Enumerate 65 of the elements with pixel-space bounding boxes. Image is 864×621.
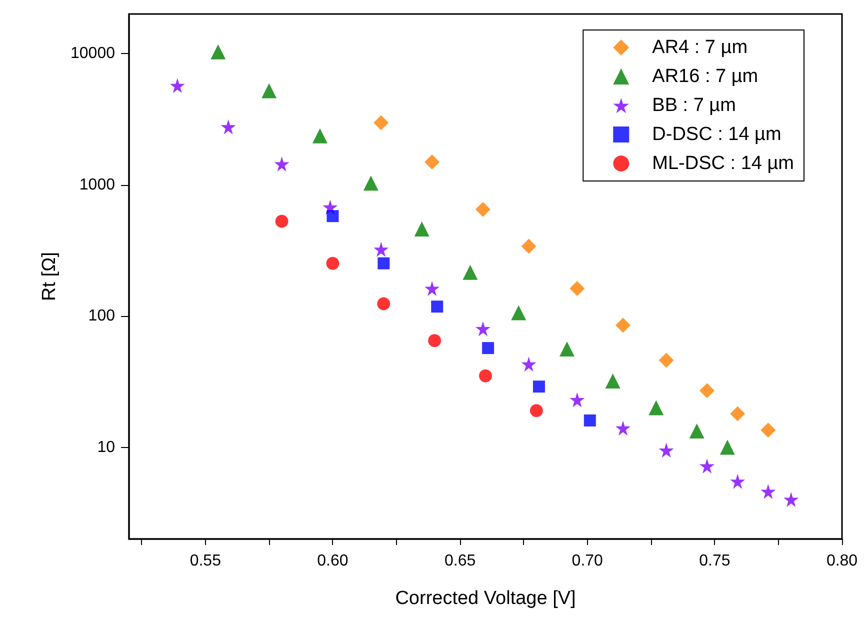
point bbox=[210, 44, 226, 60]
point bbox=[479, 369, 492, 382]
point bbox=[262, 83, 277, 98]
point bbox=[475, 202, 490, 217]
point bbox=[530, 404, 543, 418]
point bbox=[616, 420, 631, 436]
legend-label: BB : 7 µm bbox=[652, 95, 736, 116]
point bbox=[605, 373, 620, 388]
point bbox=[363, 176, 378, 191]
point bbox=[378, 257, 390, 270]
point bbox=[326, 210, 339, 222]
point bbox=[784, 492, 799, 507]
point bbox=[730, 406, 746, 422]
point bbox=[374, 115, 389, 130]
point bbox=[424, 154, 440, 170]
point bbox=[521, 238, 536, 254]
point bbox=[658, 352, 674, 368]
point bbox=[275, 214, 288, 228]
y-tick-label: 10 bbox=[97, 438, 116, 456]
x-tick-label: 0.55 bbox=[190, 552, 222, 570]
text: 0.70 bbox=[572, 552, 603, 570]
legend-label: D-DSC : 14 µm bbox=[652, 124, 782, 145]
point bbox=[700, 383, 715, 398]
legend-label: ML-DSC : 14 µm bbox=[652, 153, 794, 174]
point bbox=[648, 400, 664, 416]
point bbox=[760, 422, 776, 438]
x-tick-label: 0.75 bbox=[699, 552, 730, 570]
x-tick-label: 0.65 bbox=[444, 552, 476, 570]
y-tick-label: 1000 bbox=[79, 176, 116, 194]
point bbox=[584, 414, 596, 426]
x-axis-title: Corrected Voltage [V] bbox=[395, 588, 576, 609]
point bbox=[326, 256, 340, 270]
point bbox=[700, 458, 715, 474]
point bbox=[658, 442, 674, 458]
point bbox=[475, 321, 490, 336]
point bbox=[532, 380, 545, 393]
point bbox=[220, 119, 236, 134]
point bbox=[521, 356, 536, 372]
y-tick-label: 100 bbox=[88, 308, 116, 325]
point bbox=[274, 156, 290, 172]
point bbox=[730, 474, 746, 489]
point bbox=[431, 300, 444, 313]
text: 0.60 bbox=[317, 552, 348, 570]
point bbox=[616, 318, 631, 333]
point bbox=[559, 342, 574, 357]
legend-label: AR4 : 7 µm bbox=[652, 37, 748, 58]
point bbox=[377, 297, 390, 310]
point bbox=[462, 264, 478, 280]
point bbox=[720, 440, 735, 455]
y-axis-title: Rt [Ω] bbox=[39, 252, 60, 302]
point bbox=[170, 78, 185, 94]
point bbox=[689, 424, 704, 439]
point bbox=[312, 128, 328, 144]
point bbox=[414, 222, 430, 237]
text: 0.80 bbox=[826, 552, 858, 570]
point bbox=[570, 281, 585, 296]
point bbox=[570, 392, 585, 408]
point bbox=[482, 342, 494, 354]
point bbox=[424, 281, 440, 296]
y-tick-label: 10000 bbox=[70, 45, 116, 62]
point bbox=[374, 242, 389, 257]
point bbox=[511, 305, 526, 320]
point bbox=[760, 484, 776, 500]
point bbox=[428, 334, 442, 348]
legend-label: AR16 : 7 µm bbox=[652, 66, 758, 87]
